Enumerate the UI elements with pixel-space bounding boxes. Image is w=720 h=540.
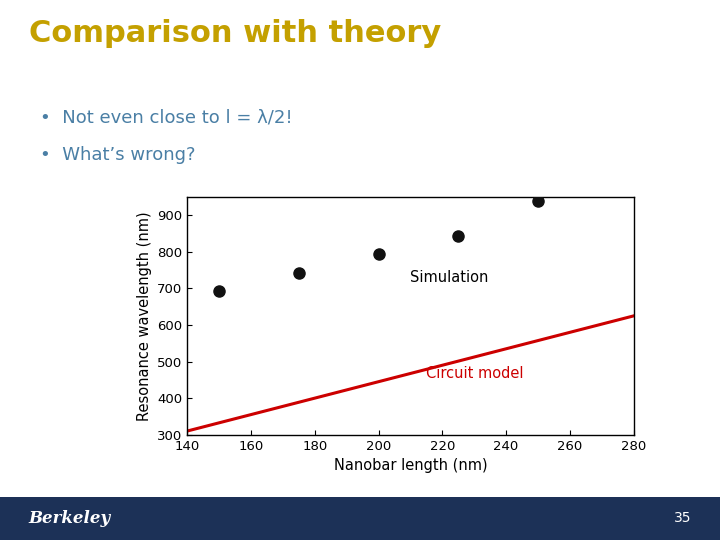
Text: Simulation: Simulation — [410, 270, 489, 285]
Text: •  What’s wrong?: • What’s wrong? — [40, 146, 195, 164]
Text: Comparison with theory: Comparison with theory — [29, 19, 441, 48]
Y-axis label: Resonance wavelength (nm): Resonance wavelength (nm) — [137, 211, 151, 421]
Text: Berkeley: Berkeley — [29, 510, 111, 527]
Text: Circuit model: Circuit model — [426, 366, 524, 381]
X-axis label: Nanobar length (nm): Nanobar length (nm) — [333, 458, 487, 473]
Text: 35: 35 — [674, 511, 691, 525]
Text: •  Not even close to l = λ/2!: • Not even close to l = λ/2! — [40, 108, 292, 126]
